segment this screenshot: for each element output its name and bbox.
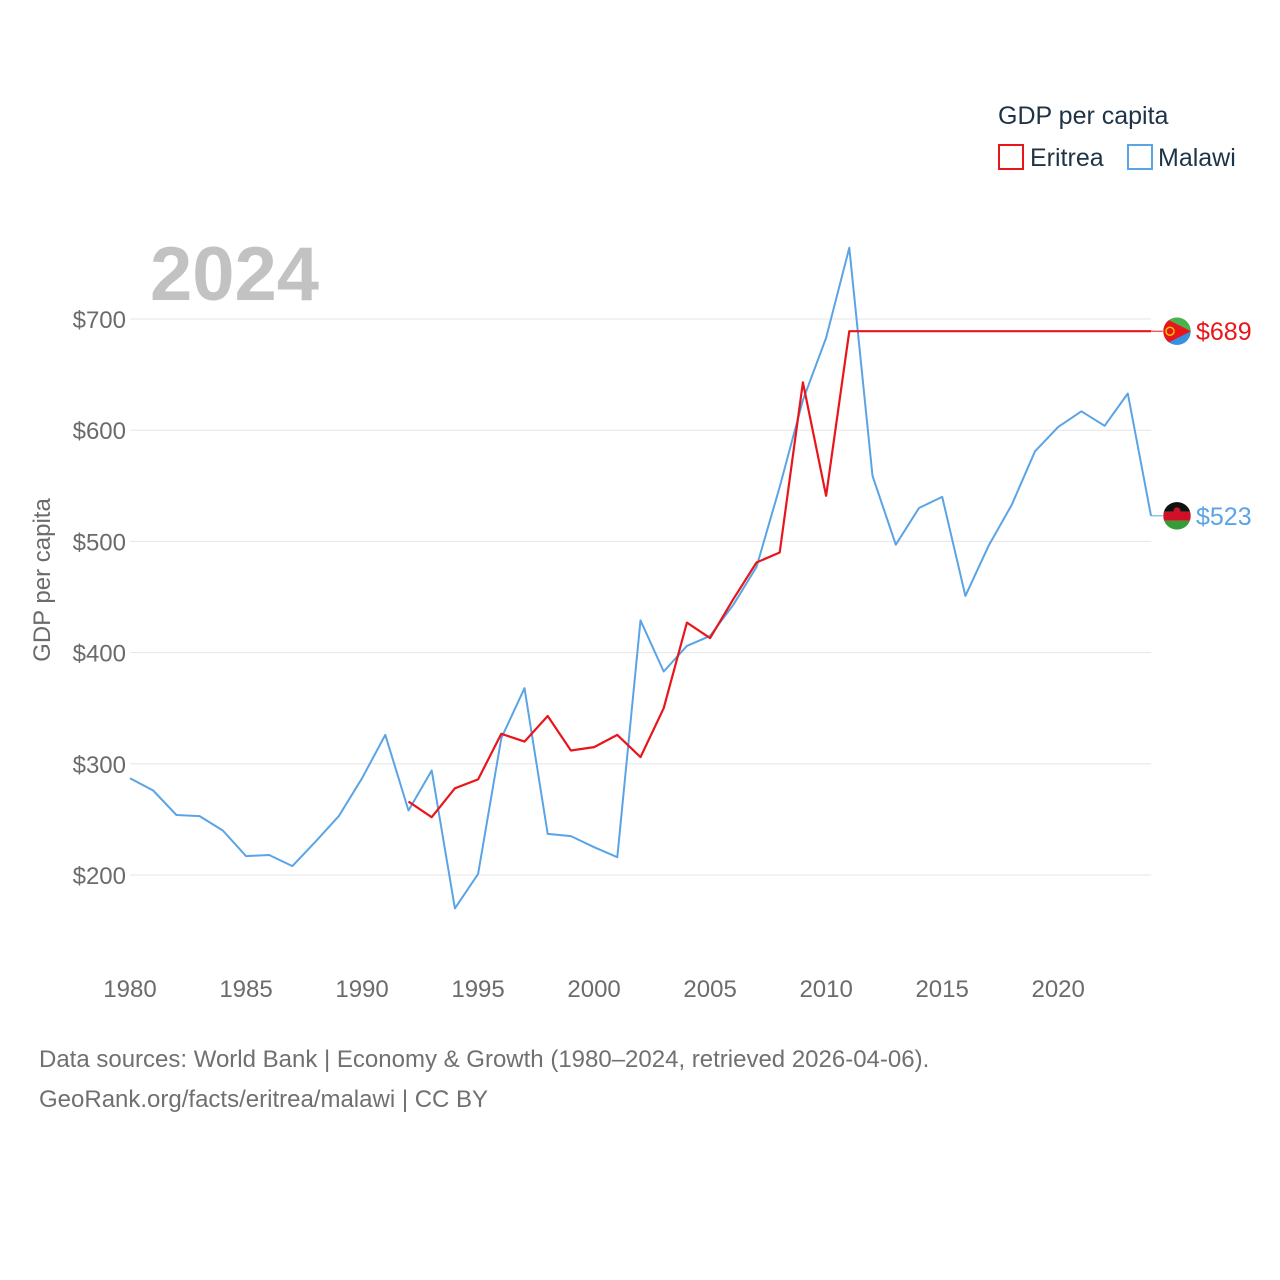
y-tick-label: $700 <box>73 307 126 334</box>
y-tick-label: $400 <box>73 641 126 668</box>
y-tick-label: $600 <box>73 418 126 445</box>
series-line-malawi[interactable] <box>129 246 1152 910</box>
legend-item-malawi[interactable]: Malawi <box>1127 144 1236 172</box>
end-markers: $689 $523 <box>1151 316 1252 531</box>
year-label: 2024 <box>150 232 319 317</box>
legend-item-eritrea[interactable]: Eritrea <box>998 144 1104 172</box>
x-tick-label: 1995 <box>451 976 504 1003</box>
x-tick-label: 1985 <box>219 976 272 1003</box>
gridlines <box>130 318 1151 876</box>
x-tick-label: 2015 <box>915 976 968 1003</box>
legend-title: GDP per capita <box>998 102 1169 130</box>
x-tick-label: 2000 <box>567 976 620 1003</box>
end-value-label-malawi: $523 <box>1196 503 1252 531</box>
legend-label-eritrea: Eritrea <box>1030 144 1104 172</box>
eritrea-flag-icon <box>1162 316 1192 346</box>
y-tick-label: $300 <box>73 752 126 779</box>
malawi-flag-icon <box>1162 501 1192 531</box>
y-tick-label: $200 <box>73 863 126 890</box>
x-tick-label: 1990 <box>335 976 388 1003</box>
y-tick-label: $500 <box>73 529 126 556</box>
legend-swatch-malawi <box>1127 144 1153 170</box>
footer-credit[interactable]: GeoRank.org/facts/eritrea/malawi | CC BY <box>39 1086 489 1113</box>
x-tick-label: 2005 <box>683 976 736 1003</box>
y-tick-labels: $200 $300 $400 $500 $600 $700 <box>73 307 126 890</box>
x-tick-label: 1980 <box>103 976 156 1003</box>
y-axis-title: GDP per capita <box>29 498 56 662</box>
legend-swatch-eritrea <box>998 144 1024 170</box>
series-lines <box>129 246 1152 910</box>
x-tick-label: 2010 <box>799 976 852 1003</box>
x-tick-labels: 1980 1985 1990 1995 2000 2005 2010 2015 2020 <box>103 976 1085 1003</box>
legend-label-malawi: Malawi <box>1158 144 1236 172</box>
x-tick-label: 2020 <box>1031 976 1084 1003</box>
end-value-label-eritrea: $689 <box>1196 318 1252 346</box>
footer-sources: Data sources: World Bank | Economy & Gro… <box>39 1046 930 1073</box>
series-line-eritrea[interactable] <box>407 330 1152 819</box>
